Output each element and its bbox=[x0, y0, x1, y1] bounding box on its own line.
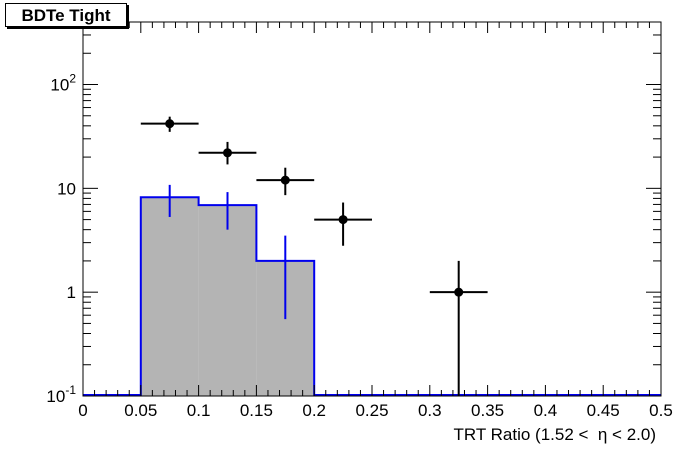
data-point bbox=[165, 119, 175, 129]
x-tick-label: 0.5 bbox=[649, 401, 673, 420]
x-tick-label: 0.45 bbox=[587, 401, 620, 420]
x-tick-label: 0.15 bbox=[240, 401, 273, 420]
x-tick-labels: 0 0.05 0.1 0.15 0.2 0.25 0.3 0.35 0.4 0.45 0.5 bbox=[78, 401, 673, 420]
histogram-bar bbox=[140, 197, 199, 396]
x-tick-label: 0.4 bbox=[534, 401, 558, 420]
y-tick-label: 102 bbox=[50, 72, 76, 95]
histogram-layer bbox=[83, 184, 661, 396]
histogram-bar bbox=[198, 205, 257, 396]
axis-ticks bbox=[82, 21, 662, 397]
data-points-layer bbox=[140, 116, 488, 396]
x-axis-label: TRT Ratio (1.52 < η < 2.0) bbox=[453, 425, 656, 444]
x-tick-label: 0 bbox=[78, 401, 87, 420]
data-point bbox=[223, 148, 232, 158]
data-point bbox=[338, 215, 348, 225]
x-tick-label: 0.25 bbox=[355, 401, 388, 420]
data-point bbox=[280, 175, 290, 185]
chart-title: BDTe Tight bbox=[5, 3, 127, 27]
y-tick-labels: 10-1 1 10 102 bbox=[46, 72, 76, 406]
x-tick-label: 0.3 bbox=[418, 401, 442, 420]
x-tick-label: 0.1 bbox=[187, 401, 211, 420]
x-tick-label: 0.2 bbox=[302, 401, 326, 420]
x-tick-label: 0.05 bbox=[124, 401, 157, 420]
data-point bbox=[454, 287, 464, 297]
x-tick-label: 0.35 bbox=[471, 401, 504, 420]
y-tick-label: 10 bbox=[57, 179, 76, 198]
y-tick-label: 10-1 bbox=[46, 383, 76, 406]
y-tick-label: 1 bbox=[67, 283, 76, 302]
